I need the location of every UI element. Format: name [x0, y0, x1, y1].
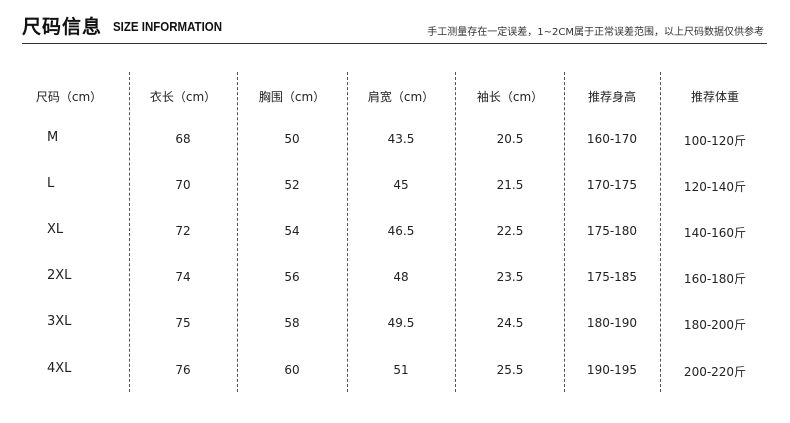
cell-shoulder: 49.5: [387, 316, 415, 330]
column-divider: [455, 72, 456, 392]
cell-chest: 58: [284, 316, 300, 330]
cell-shoulder: 46.5: [387, 224, 415, 238]
cell-height: 175-180: [586, 224, 638, 238]
cell-size: 4XL: [47, 361, 72, 376]
column-divider: [347, 72, 348, 392]
header-size: 尺码（cm）: [35, 90, 103, 104]
cell-chest: 56: [284, 270, 300, 284]
cell-chest: 50: [284, 132, 300, 146]
cell-shoulder: 48: [393, 270, 409, 284]
cell-length: 70: [175, 178, 191, 192]
cell-length: 74: [175, 270, 191, 284]
cell-sleeve: 23.5: [496, 270, 524, 284]
measurement-note: 手工测量存在一定误差，1~2CM属于正常误差范围，以上尺码数据仅供参考: [427, 27, 764, 38]
cell-size: 3XL: [47, 314, 72, 329]
cell-length: 75: [175, 316, 191, 330]
cell-sleeve: 25.5: [496, 363, 524, 377]
header-shoulder: 肩宽（cm）: [367, 90, 435, 104]
header-sleeve: 袖长（cm）: [476, 90, 544, 104]
header-height: 推荐身高: [587, 90, 637, 104]
header-weight: 推荐体重: [690, 90, 740, 104]
cell-weight: 160-180斤: [683, 272, 747, 286]
cell-weight: 140-160斤: [683, 226, 747, 240]
cell-shoulder: 43.5: [387, 132, 415, 146]
cell-size: L: [47, 176, 55, 191]
cell-chest: 52: [284, 178, 300, 192]
header-divider: [22, 43, 767, 44]
cell-height: 160-170: [586, 132, 638, 146]
cell-height: 175-185: [586, 270, 638, 284]
cell-shoulder: 45: [393, 178, 409, 192]
cell-weight: 180-200斤: [683, 318, 747, 332]
column-divider: [660, 72, 661, 392]
cell-size: 2XL: [47, 268, 72, 283]
cell-sleeve: 20.5: [496, 132, 524, 146]
page-subtitle: SIZE INFORMATION: [113, 20, 223, 34]
cell-height: 190-195: [586, 363, 638, 377]
cell-weight: 100-120斤: [683, 134, 747, 148]
cell-weight: 200-220斤: [683, 365, 747, 379]
cell-length: 72: [175, 224, 191, 238]
column-divider: [237, 72, 238, 392]
cell-height: 180-190: [586, 316, 638, 330]
cell-size: XL: [47, 222, 64, 237]
column-divider: [564, 72, 565, 392]
cell-length: 68: [175, 132, 191, 146]
header: 尺码信息 SIZE INFORMATION 手工测量存在一定误差，1~2CM属于…: [0, 0, 790, 46]
cell-chest: 54: [284, 224, 300, 238]
cell-height: 170-175: [586, 178, 638, 192]
cell-chest: 60: [284, 363, 300, 377]
header-chest: 胸围（cm）: [258, 90, 326, 104]
column-divider: [129, 72, 130, 392]
header-length: 衣长（cm）: [149, 90, 217, 104]
page-title: 尺码信息: [22, 16, 103, 38]
cell-weight: 120-140斤: [683, 180, 747, 194]
cell-sleeve: 24.5: [496, 316, 524, 330]
cell-length: 76: [175, 363, 191, 377]
size-table: 尺码（cm） 衣长（cm） 胸围（cm） 肩宽（cm） 袖长（cm） 推荐身高 …: [22, 72, 767, 392]
cell-shoulder: 51: [393, 363, 409, 377]
cell-size: M: [47, 130, 59, 145]
cell-sleeve: 21.5: [496, 178, 524, 192]
cell-sleeve: 22.5: [496, 224, 524, 238]
